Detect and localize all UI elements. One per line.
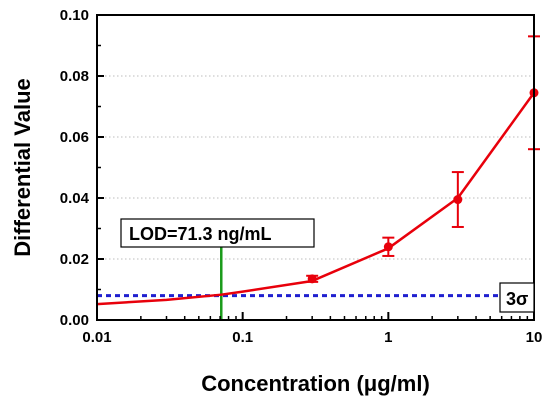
three-sigma-label: 3σ [506,289,528,309]
data-point [307,274,317,284]
lod-annotation-label: LOD=71.3 ng/mL [129,224,272,244]
x-tick-label: 0.1 [232,329,253,346]
y-tick-label: 0.08 [60,68,89,85]
x-tick-label: 0.01 [82,329,111,346]
data-point [453,195,463,205]
tick-labels-layer: 0.00 0.02 0.04 0.06 0.08 0.10 0.01 0.1 1 10 [60,7,543,346]
x-tick-label: 1 [384,329,392,346]
three-sigma-annotation: 3σ [499,282,535,313]
x-axis-title: Concentration (μg/ml) [201,371,430,396]
y-axis-title: Differential Value [10,78,35,257]
data-point-group [306,274,319,284]
y-tick-label: 0.04 [60,190,90,207]
x-tick-label: 10 [526,329,543,346]
y-tick-label: 0.06 [60,129,89,146]
data-point [383,242,393,252]
y-tick-label: 0.10 [60,7,89,24]
fit-curve [96,92,536,306]
lod-annotation: LOD=71.3 ng/mL [120,218,315,248]
three-sigma-box [499,282,535,313]
data-point-group [382,236,395,257]
ticks-layer [96,14,535,321]
reference-lines-layer [97,245,534,320]
fit-curve-layer [96,92,536,306]
y-tick-label: 0.00 [60,312,89,329]
lod-annotation-box [120,218,315,248]
data-point-group [451,171,464,228]
y-tick-label: 0.02 [60,251,89,268]
